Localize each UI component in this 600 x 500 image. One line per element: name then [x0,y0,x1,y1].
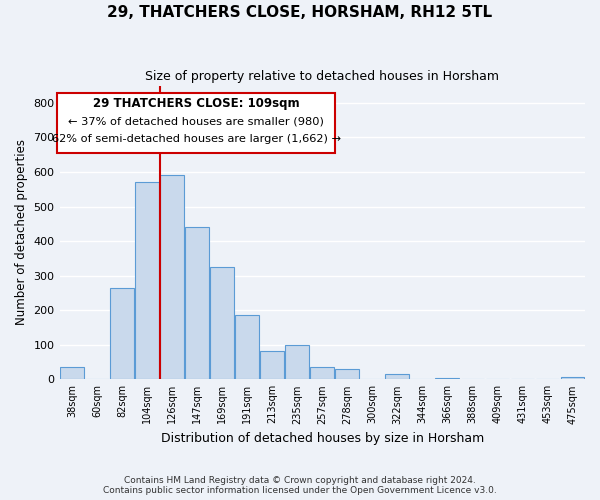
Text: 29, THATCHERS CLOSE, HORSHAM, RH12 5TL: 29, THATCHERS CLOSE, HORSHAM, RH12 5TL [107,5,493,20]
Bar [185,227,209,380]
Bar [260,350,284,380]
Text: ← 37% of detached houses are smaller (980): ← 37% of detached houses are smaller (98… [68,116,324,126]
Bar [235,316,259,380]
Text: 62% of semi-detached houses are larger (1,662) →: 62% of semi-detached houses are larger (… [52,134,341,144]
Bar [60,366,84,380]
Bar [110,288,134,380]
Bar [210,267,234,380]
Text: Contains HM Land Registry data © Crown copyright and database right 2024.
Contai: Contains HM Land Registry data © Crown c… [103,476,497,495]
Bar [385,374,409,380]
Bar [335,369,359,380]
Bar [436,378,459,380]
Bar [560,377,584,380]
Bar [310,366,334,380]
Text: 29 THATCHERS CLOSE: 109sqm: 29 THATCHERS CLOSE: 109sqm [93,98,299,110]
Bar [286,344,309,380]
Title: Size of property relative to detached houses in Horsham: Size of property relative to detached ho… [145,70,499,83]
Y-axis label: Number of detached properties: Number of detached properties [15,140,28,326]
Bar [135,182,159,380]
X-axis label: Distribution of detached houses by size in Horsham: Distribution of detached houses by size … [161,432,484,445]
FancyBboxPatch shape [57,93,335,153]
Bar [160,176,184,380]
